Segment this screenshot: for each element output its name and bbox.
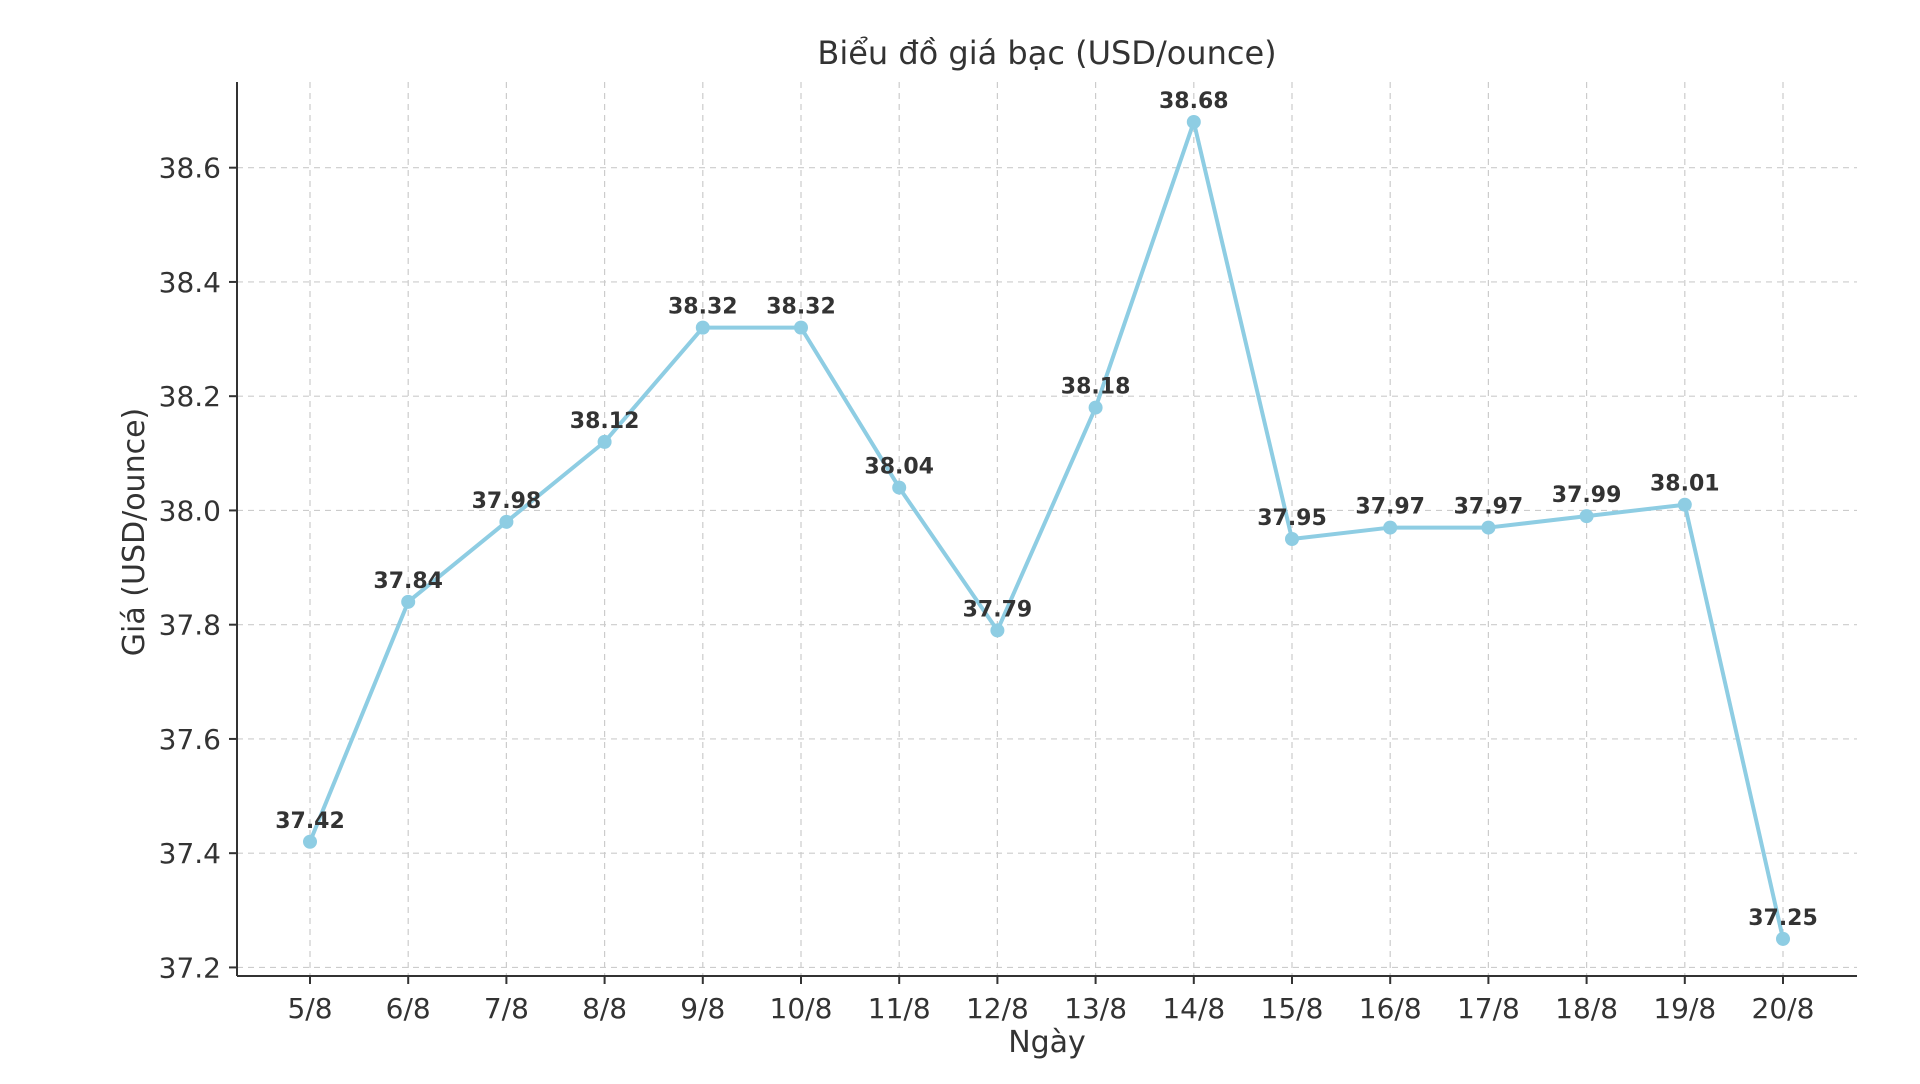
data-point [1285,531,1299,546]
data-label: 37.84 [373,569,443,594]
series-silver-price [303,114,1790,946]
axes [229,82,1857,984]
data-label: 38.01 [1650,472,1720,497]
y-tick-label: 37.4 [159,837,221,870]
x-tick-label: 7/8 [484,992,529,1025]
x-tick-label: 5/8 [287,992,332,1025]
data-point [892,480,907,495]
data-label: 38.32 [766,295,836,320]
data-label: 37.97 [1355,495,1425,520]
data-point [990,623,1005,638]
y-tick-label: 37.6 [159,723,221,756]
series-line [308,119,1785,941]
x-tick-label: 6/8 [386,992,431,1025]
y-tick-label: 37.8 [159,609,221,642]
y-tick-label: 38.4 [159,266,221,299]
x-tick-label: 19/8 [1653,992,1716,1025]
data-point [695,320,710,335]
grid [237,82,1857,976]
data-point [1579,509,1594,524]
x-tick-label: 14/8 [1162,992,1225,1025]
data-labels: 37.42 37.84 37.98 38.12 38.32 38.32 38.04 37.79… [275,89,1818,931]
chart-title: Biểu đồ giá bạc (USD/ounce) [817,34,1276,72]
data-label: 38.32 [668,295,738,320]
data-point [1186,114,1201,129]
data-label: 37.97 [1454,495,1524,520]
data-point [1677,497,1692,512]
x-tick-label: 10/8 [770,992,833,1025]
data-point [1088,400,1103,415]
data-label: 37.95 [1257,506,1327,531]
y-tick-label: 38.6 [159,152,221,185]
data-label: 38.12 [570,409,640,434]
x-tick-label: 13/8 [1064,992,1127,1025]
data-point [1383,520,1398,535]
data-point [1776,931,1790,946]
data-label: 37.79 [963,597,1033,622]
y-axis-label: Giá (USD/ounce) [117,408,152,656]
data-label: 37.99 [1552,483,1622,508]
x-tick-label: 9/8 [680,992,725,1025]
x-tick-label: 18/8 [1555,992,1618,1025]
y-tick-label: 38.2 [159,380,221,413]
data-label: 37.25 [1748,906,1818,931]
data-point [1481,520,1496,535]
x-tick-label: 17/8 [1457,992,1520,1025]
x-tick-label: 8/8 [582,992,627,1025]
x-tick-label: 12/8 [966,992,1029,1025]
x-tick-label: 16/8 [1359,992,1422,1025]
data-label: 37.42 [275,809,345,834]
y-tick-label: 37.2 [159,951,221,984]
data-label: 38.04 [864,455,934,480]
tick-labels: 37.2 37.4 37.6 37.8 38.0 38.2 38.4 38.6 5/8 6/8 7/… [159,152,1815,1025]
data-point [303,834,317,849]
x-tick-label: 15/8 [1261,992,1324,1025]
data-label: 38.68 [1159,89,1229,114]
x-tick-label: 11/8 [868,992,931,1025]
y-tick-label: 38.0 [159,494,221,527]
x-tick-label: 20/8 [1752,992,1815,1025]
data-point [794,320,808,335]
data-point [597,434,612,449]
data-label: 37.98 [472,489,542,514]
x-axis-label: Ngày [1008,1025,1086,1060]
data-point [401,594,416,609]
data-point [499,514,514,529]
data-label: 38.18 [1061,375,1131,400]
